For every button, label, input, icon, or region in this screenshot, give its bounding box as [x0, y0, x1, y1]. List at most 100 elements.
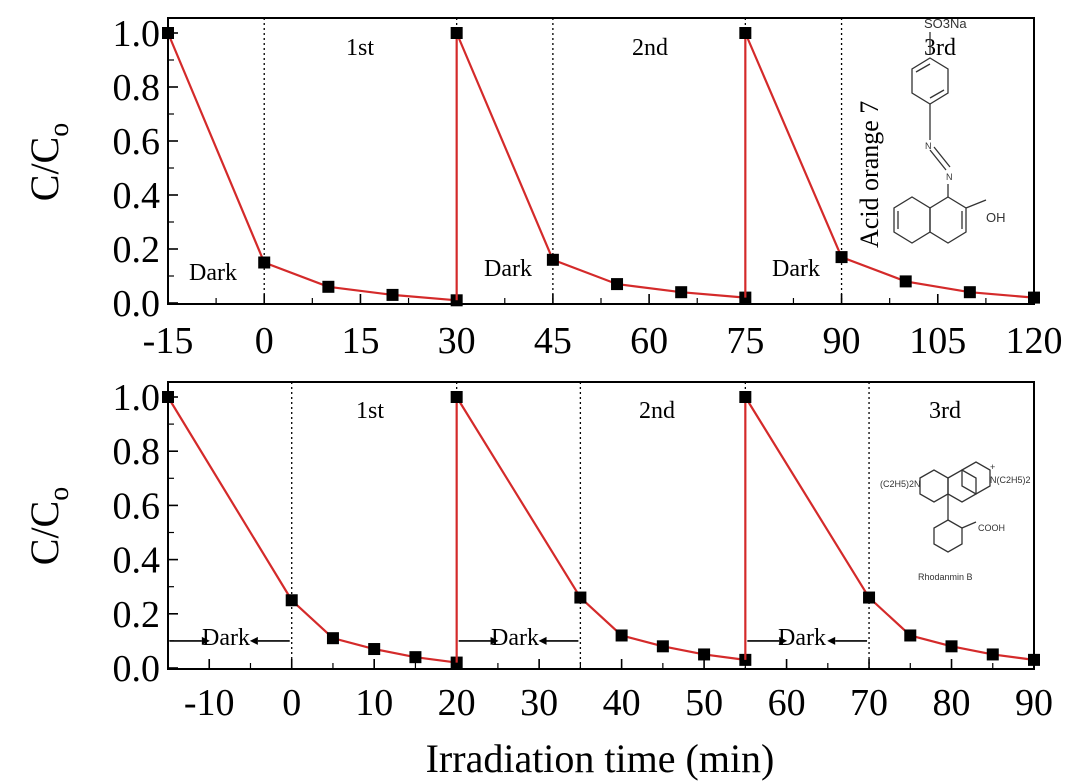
- y-tick-label-bottom: 0.4: [113, 540, 161, 582]
- data-point-bottom: [326, 632, 339, 645]
- data-point-top: [450, 27, 463, 39]
- y-tick-label-top: 0.2: [113, 229, 161, 271]
- data-point-bottom: [285, 594, 298, 607]
- dark-arrowhead-right: [490, 636, 499, 645]
- amine-right-label: N(C2H5)2: [990, 475, 1031, 485]
- data-point-bottom: [739, 391, 752, 403]
- y-tick-label-top: 0.6: [113, 121, 161, 163]
- series-top: [162, 27, 1040, 307]
- cycle-label-3rd-bottom: 3rd: [929, 398, 961, 424]
- data-point-top: [1028, 291, 1040, 304]
- panel-acid-orange: 0.0 0.2 0.4 0.6 0.8 1.0 -15 0 15 30 45 60 75 90 105 120…: [113, 13, 1063, 362]
- x-tick-label-bottom: 40: [603, 682, 641, 724]
- x-tick-label-top: 15: [341, 320, 379, 362]
- rhodamine-name-label: Rhodanmin B: [918, 572, 973, 582]
- y-tick-label-top: 0.4: [113, 175, 161, 217]
- x-tick-label-top: -15: [143, 320, 194, 362]
- dark-label-2: Dark: [484, 256, 532, 282]
- data-point-top: [258, 256, 271, 269]
- data-point-bottom: [986, 648, 999, 661]
- acid-orange-structure: SO3Na N N OH: [893, 16, 1006, 244]
- y-axis-title-bottom: C/Co: [22, 487, 75, 565]
- x-tick-label-top: 105: [909, 320, 966, 362]
- dark-arrowhead-right: [779, 636, 788, 645]
- data-point-top: [546, 253, 559, 266]
- y-tick-label-top: 0.0: [113, 283, 161, 325]
- x-tick-label-bottom: 30: [520, 682, 558, 724]
- y-tick-label-bottom: 0.0: [113, 648, 161, 690]
- cycle-label-1st: 1st: [346, 35, 374, 61]
- y-tick-label-top: 1.0: [113, 13, 161, 55]
- hydroxyl-label: OH: [986, 210, 1006, 225]
- dark-label-b1: Dark: [202, 625, 250, 651]
- data-point-top: [835, 251, 848, 264]
- x-tick-label-top: 90: [823, 320, 861, 362]
- data-point-top: [675, 286, 688, 299]
- y-tick-label-bottom: 0.6: [113, 485, 161, 527]
- dark-label-3: Dark: [772, 256, 820, 282]
- x-tick-label-bottom: 80: [933, 682, 971, 724]
- amine-left-label: (C2H5)2N: [880, 479, 921, 489]
- x-tick-label-bottom: -10: [184, 682, 235, 724]
- dark-arrowhead-right: [201, 636, 210, 645]
- data-point-bottom: [615, 629, 628, 642]
- x-axis-title: Irradiation time (min): [426, 736, 775, 781]
- data-point-top: [162, 27, 174, 39]
- data-point-bottom: [368, 643, 381, 656]
- y-axis-title-bottom-text: C/Co: [22, 487, 75, 565]
- x-tick-label-bottom: 50: [685, 682, 723, 724]
- y-tick-label-top: 0.8: [113, 67, 161, 109]
- data-point-bottom: [574, 591, 587, 604]
- sulfonate-label: SO3Na: [924, 16, 967, 31]
- y-tick-label-bottom: 0.8: [113, 431, 161, 473]
- x-tick-label-top: 75: [726, 320, 764, 362]
- x-tick-label-top: 60: [630, 320, 668, 362]
- series-line-cycle-2-bottom: [455, 396, 746, 661]
- x-tick-label-bottom: 90: [1015, 682, 1053, 724]
- charge-label: +: [990, 462, 995, 472]
- dark-arrowhead-left: [827, 636, 836, 645]
- series-bottom: [162, 391, 1040, 669]
- data-point-top: [963, 286, 976, 299]
- dye-name-acid-orange: Acid orange 7: [855, 101, 884, 248]
- data-point-bottom: [904, 629, 917, 642]
- ticks-top: 0.0 0.2 0.4 0.6 0.8 1.0 -15 0 15 30 45 60 75 90 105 120: [113, 13, 1063, 362]
- x-tick-label-bottom: 0: [282, 682, 301, 724]
- data-point-top: [739, 27, 752, 39]
- x-tick-label-bottom: 20: [438, 682, 476, 724]
- dark-label-b3: Dark: [778, 625, 826, 651]
- x-tick-label-top: 30: [438, 320, 476, 362]
- data-point-top: [611, 278, 624, 291]
- data-point-bottom: [863, 591, 876, 604]
- dark-arrows-bottom: [170, 636, 868, 645]
- dark-arrowhead-left: [249, 636, 258, 645]
- data-point-bottom: [656, 640, 669, 653]
- x-tick-label-top: 120: [1006, 320, 1063, 362]
- data-point-bottom: [450, 391, 463, 403]
- dark-arrowhead-left: [538, 636, 547, 645]
- data-point-top: [322, 280, 335, 293]
- x-tick-label-bottom: 10: [355, 682, 393, 724]
- data-point-bottom: [698, 648, 711, 661]
- azo-n2-label: N: [946, 172, 953, 182]
- cycle-label-2nd: 2nd: [632, 35, 668, 61]
- cycle-label-3rd: 3rd: [924, 35, 956, 61]
- rhodamine-structure: (C2H5)2N N(C2H5)2 + COOH Rhodanmin B: [880, 461, 1031, 582]
- acid-label: COOH: [978, 523, 1005, 533]
- x-tick-label-bottom: 70: [850, 682, 888, 724]
- y-tick-label-bottom: 0.2: [113, 594, 161, 636]
- cycle-label-1st-bottom: 1st: [356, 398, 384, 424]
- plot-frame-bottom: [167, 381, 1035, 670]
- x-tick-label-top: 0: [255, 320, 274, 362]
- y-axis-title-top-text: C/Co: [22, 123, 75, 201]
- y-axis-title-top: C/Co: [22, 123, 75, 201]
- y-tick-label-bottom: 1.0: [113, 377, 161, 419]
- data-point-bottom: [162, 391, 174, 403]
- plot-frame-top: [167, 17, 1035, 305]
- cycle-label-2nd-bottom: 2nd: [639, 398, 675, 424]
- data-point-bottom: [1028, 653, 1040, 666]
- x-tick-label-top: 45: [534, 320, 572, 362]
- ticks-bottom: 0.0 0.2 0.4 0.6 0.8 1.0 -10 0 10 20 30 40 50 60 70 80 90: [113, 377, 1054, 724]
- data-point-bottom: [945, 640, 958, 653]
